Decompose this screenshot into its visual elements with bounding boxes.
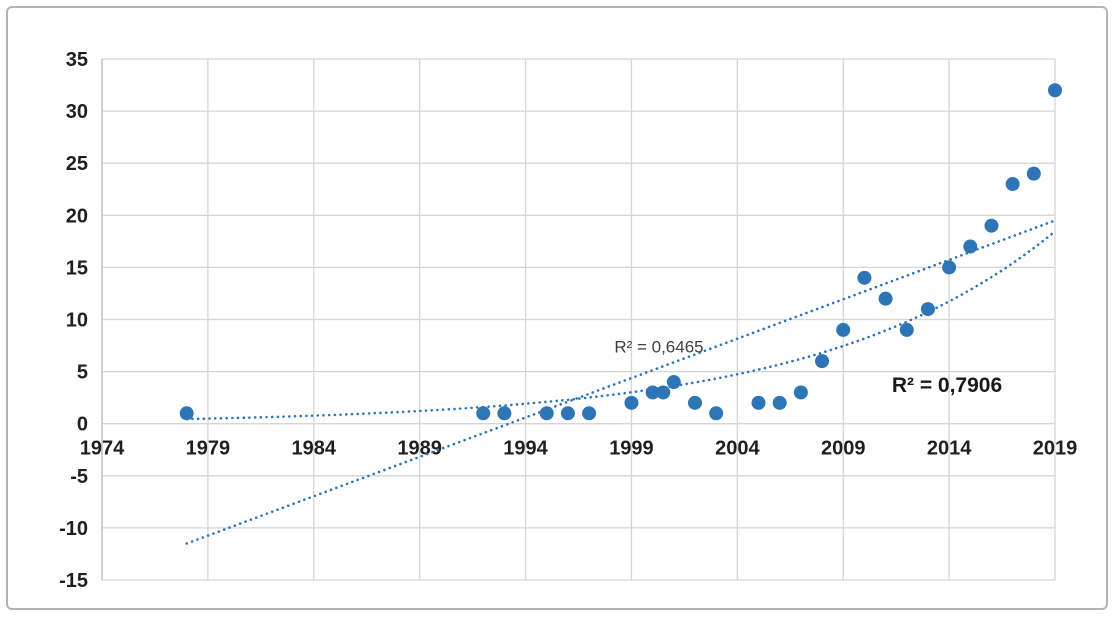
data-point [899, 322, 914, 337]
annotations: R² = 0,6465 R² = 0,7906 [614, 338, 1002, 398]
data-point [1026, 166, 1041, 181]
x-tick-label: 1974 [80, 438, 125, 460]
data-point [1048, 83, 1062, 98]
data-points [179, 83, 1062, 421]
x-tick-label: 2009 [821, 438, 866, 460]
data-point [497, 406, 512, 421]
r-squared-label: R² = 0,6465 [614, 338, 703, 357]
y-tick-label: -10 [59, 518, 88, 540]
y-tick-label: 30 [66, 101, 88, 123]
linear-trendline [185, 219, 1057, 545]
data-point [836, 322, 851, 337]
x-tick-label: 1989 [397, 438, 442, 460]
data-point [179, 406, 194, 421]
y-tick-label: 5 [77, 362, 88, 384]
data-point [476, 406, 491, 421]
x-tick-label: 2014 [927, 438, 972, 460]
data-point [1005, 177, 1020, 192]
data-point [539, 406, 554, 421]
data-point [815, 354, 830, 369]
y-axis-labels: -15 -10 -5 0 5 10 15 20 25 30 35 [59, 49, 88, 592]
data-point [582, 406, 597, 421]
y-tick-label: 0 [77, 414, 88, 436]
x-tick-label: 1979 [186, 438, 231, 460]
y-tick-label: 10 [66, 310, 88, 332]
data-point [709, 406, 724, 421]
x-tick-label: 2019 [1033, 438, 1078, 460]
data-point [857, 270, 872, 285]
data-point [687, 395, 702, 410]
data-point [942, 260, 957, 275]
data-point [878, 291, 893, 306]
data-point [793, 385, 808, 400]
x-tick-label: 1994 [503, 438, 548, 460]
data-point [560, 406, 575, 421]
x-axis-labels: 1974 1979 1984 1989 1994 1999 2004 2009 2014 2019 [80, 438, 1078, 460]
data-point [751, 395, 766, 410]
y-tick-label: 20 [66, 205, 88, 227]
data-point [963, 239, 978, 254]
y-tick-label: 15 [66, 257, 88, 279]
exponential-trendline [185, 230, 1057, 421]
r-squared-label: R² = 0,7906 [892, 374, 1002, 397]
y-tick-label: -15 [59, 570, 88, 592]
data-point [666, 375, 681, 390]
x-tick-label: 1999 [609, 438, 654, 460]
data-point [624, 395, 639, 410]
chart-figure: -15 -10 -5 0 5 10 15 20 25 30 35 1974 1979 1984 1989 19… [6, 6, 1108, 610]
gridlines [101, 58, 1056, 581]
x-tick-label: 2004 [715, 438, 760, 460]
y-tick-label: 25 [66, 153, 88, 175]
data-point [656, 385, 671, 400]
y-tick-label: 35 [66, 49, 88, 71]
data-point [772, 395, 787, 410]
x-tick-label: 1984 [292, 438, 337, 460]
trendlines [185, 219, 1057, 545]
data-point [645, 385, 660, 400]
y-tick-label: -5 [70, 466, 88, 488]
data-point [920, 302, 935, 317]
data-point [984, 218, 999, 233]
